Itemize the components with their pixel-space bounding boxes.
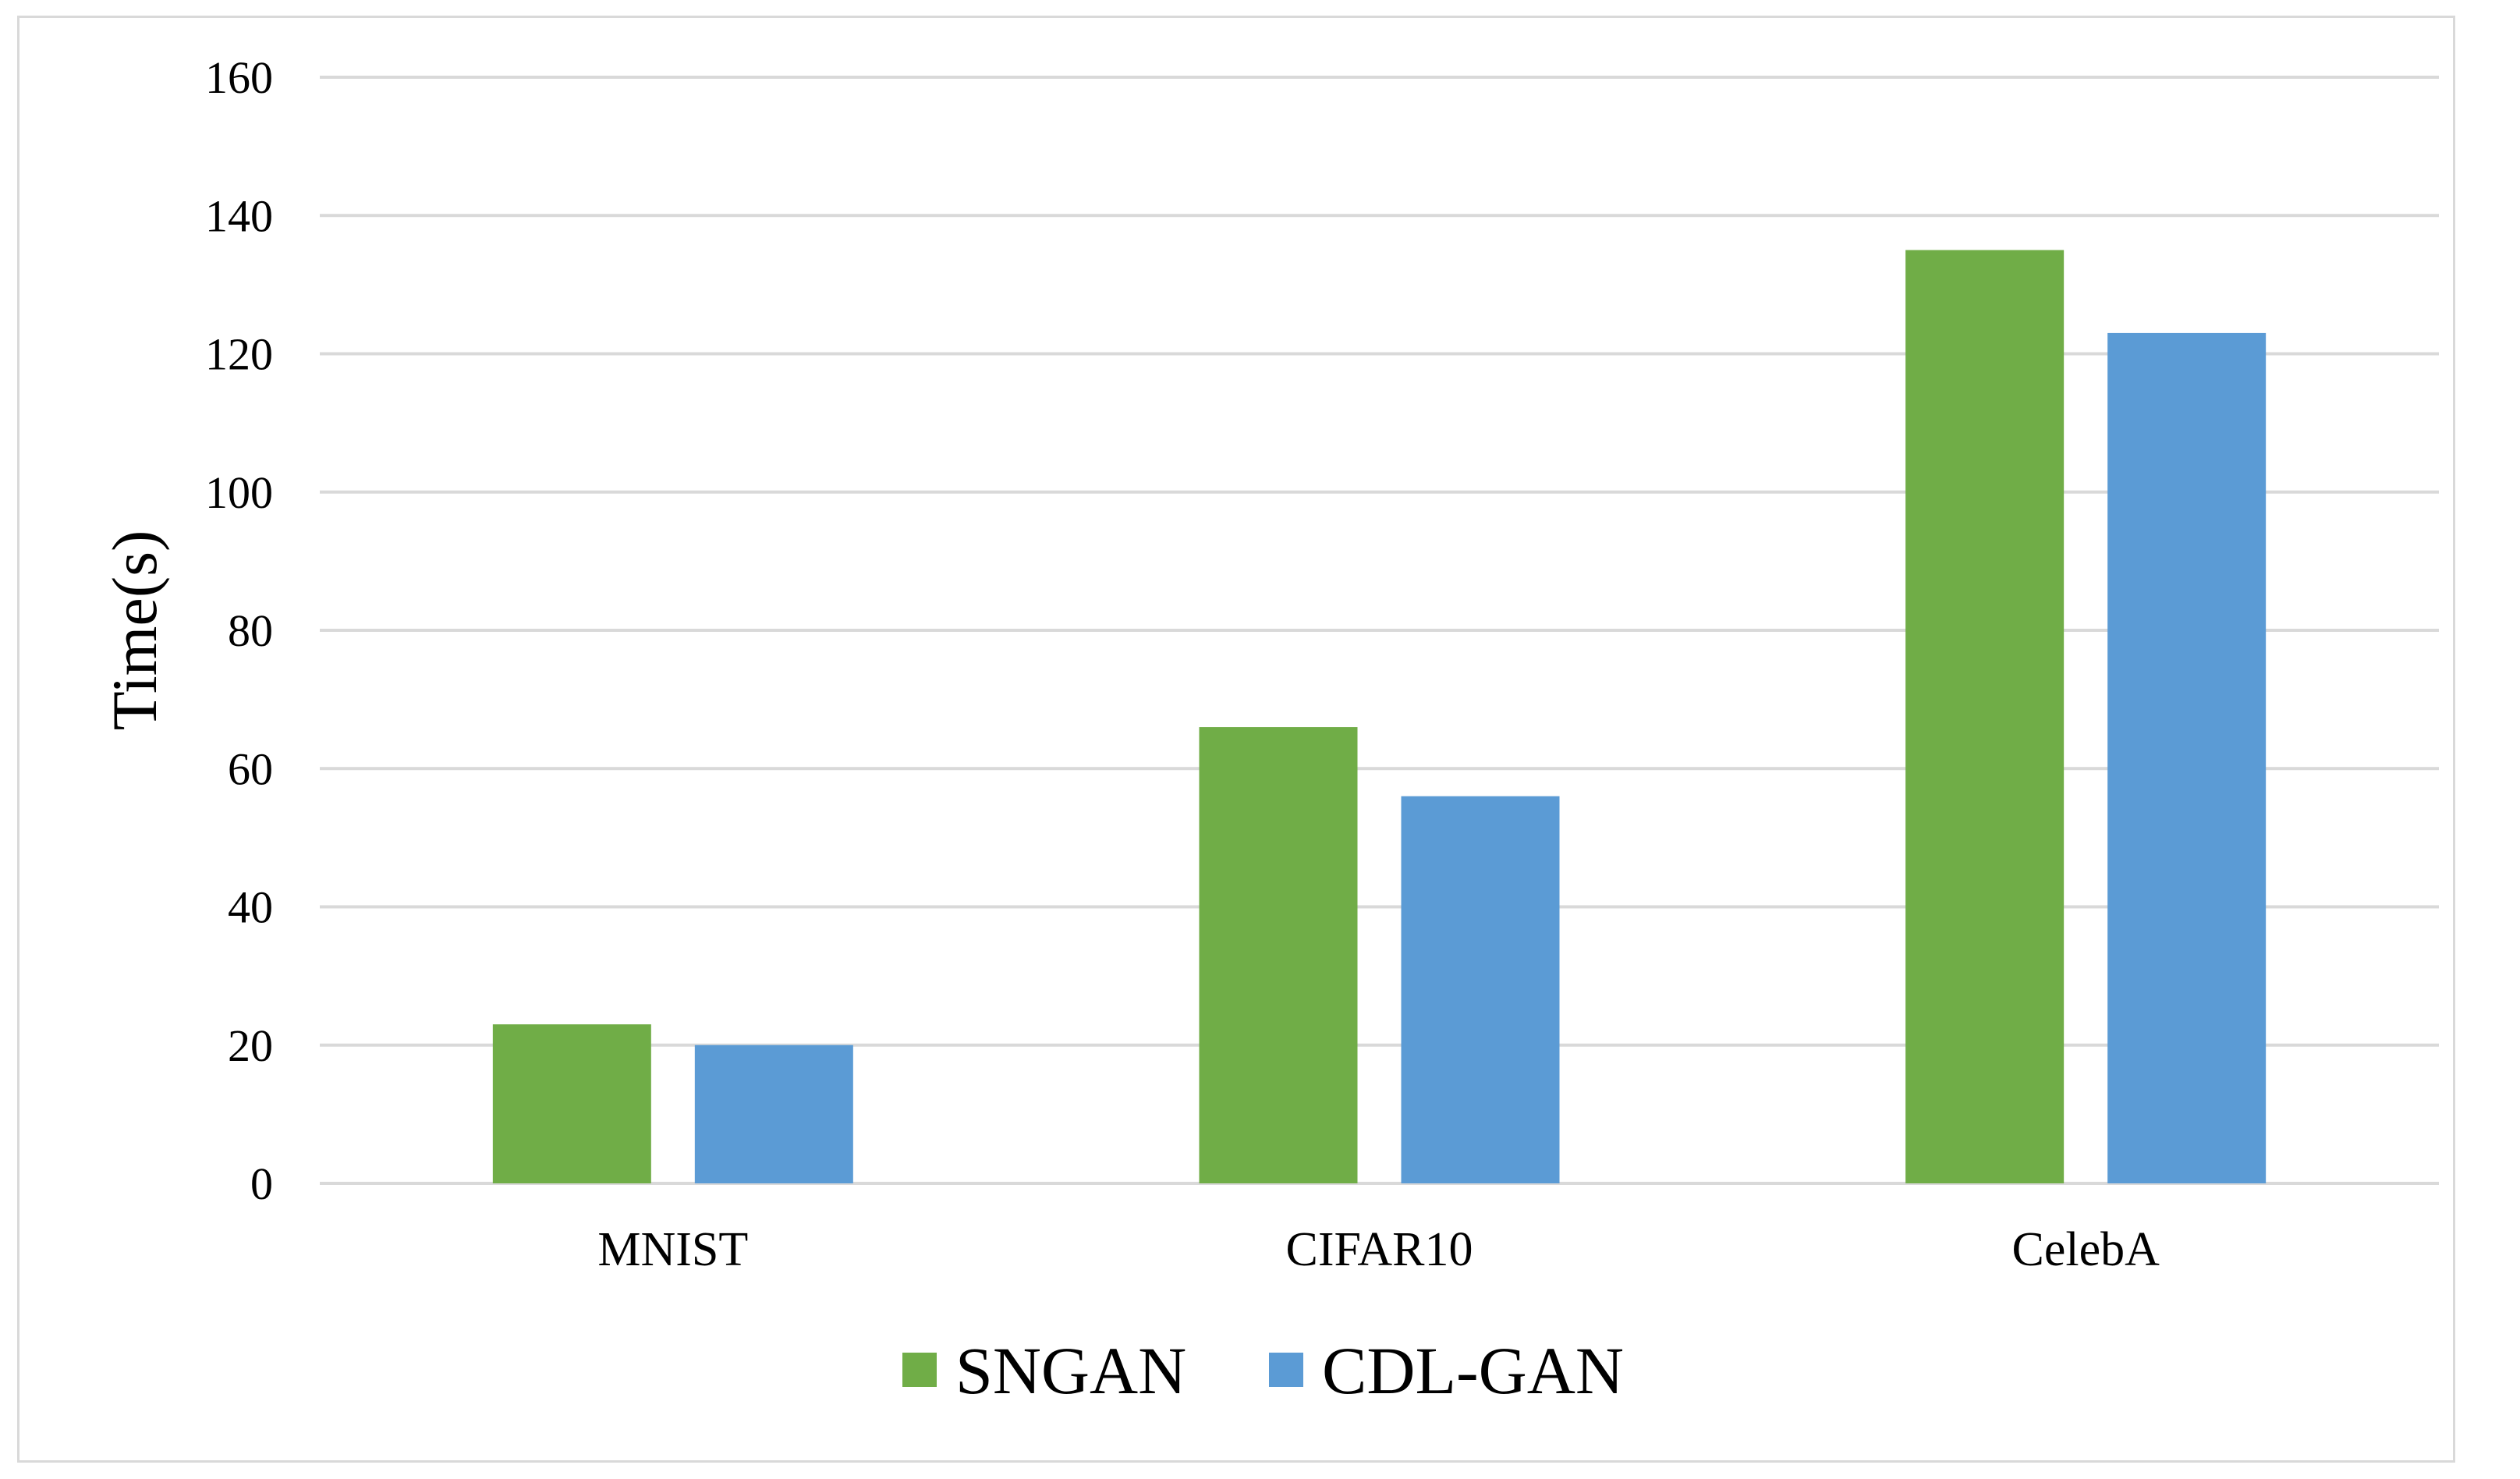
bar-cdl-gan-cifar10 [1401,796,1560,1183]
bar-sngan-mnist [492,1024,651,1183]
legend: SNGAN CDL-GAN [902,1333,1624,1408]
y-tick-label: 100 [205,467,273,518]
bar-cdl-gan-celeba [2107,332,2267,1184]
x-tick-label: CIFAR10 [1285,1223,1473,1276]
x-tick-label: CelebA [2011,1223,2160,1276]
y-tick-label: 140 [205,190,273,241]
y-tick-label: 160 [205,52,273,103]
bars [492,250,2267,1184]
bar-sngan-celeba [1905,250,2065,1183]
y-tick-label: 120 [205,329,273,380]
y-axis-label: Time(s) [99,530,170,731]
legend-swatch-sngan [902,1353,937,1387]
legend-swatch-cdl-gan [1269,1353,1303,1387]
y-tick-label: 0 [250,1158,273,1209]
y-tick-label: 20 [228,1020,273,1071]
y-tick-labels: 0 20 40 60 80 100 120 140 160 [205,52,273,1209]
bar-sngan-cifar10 [1199,727,1358,1183]
bar-cdl-gan-mnist [694,1045,853,1183]
legend-label: CDL-GAN [1322,1333,1624,1408]
x-tick-label: MNIST [597,1223,748,1276]
x-tick-labels: MNIST CIFAR10 CelebA [597,1223,2160,1276]
y-tick-label: 60 [228,743,273,794]
gridlines [320,76,2439,1185]
y-tick-label: 40 [228,882,273,933]
legend-label: SNGAN [955,1333,1186,1408]
y-tick-label: 80 [228,605,273,656]
